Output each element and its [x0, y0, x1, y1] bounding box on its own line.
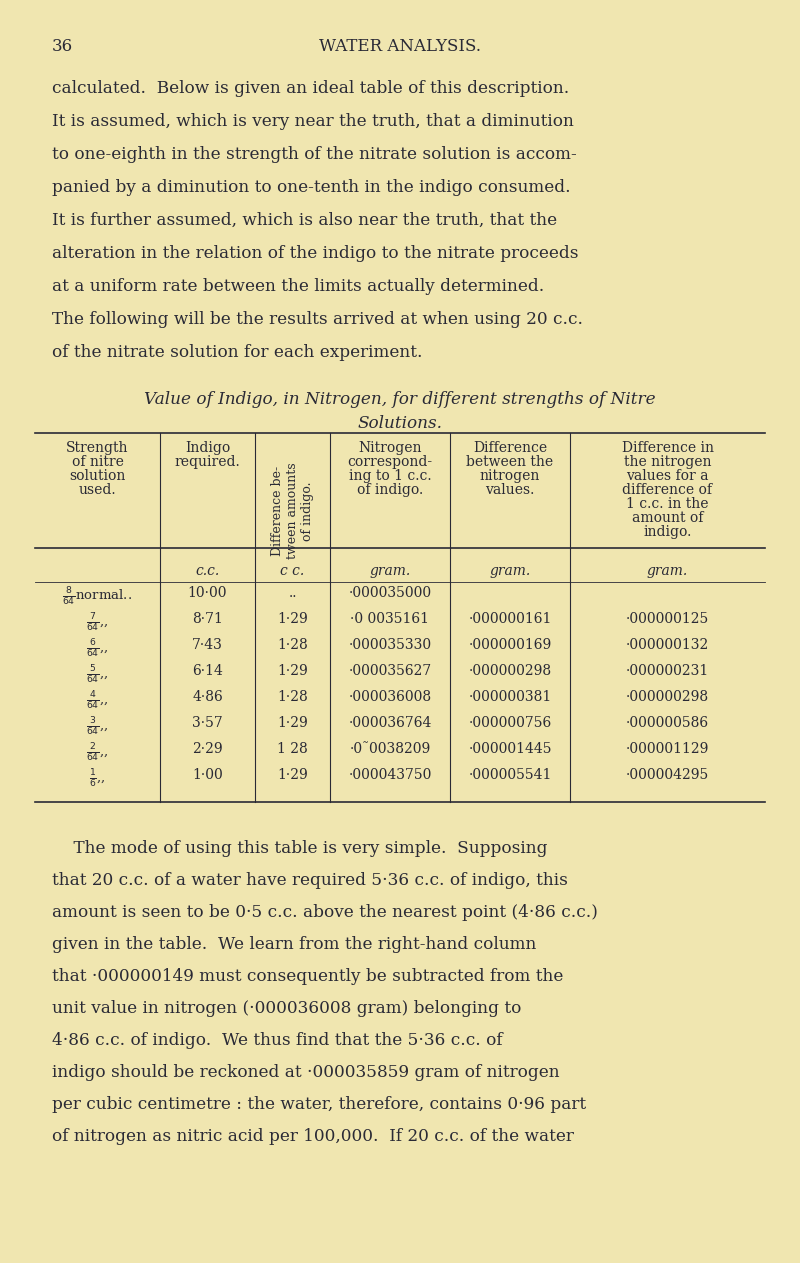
Text: 1·28: 1·28: [277, 690, 308, 703]
Text: 1 28: 1 28: [277, 741, 308, 757]
Text: $\frac{7}{64}$,,: $\frac{7}{64}$,,: [86, 613, 109, 634]
Text: ·000043750: ·000043750: [348, 768, 432, 782]
Text: amount of: amount of: [632, 512, 703, 525]
Text: used.: used.: [78, 482, 116, 498]
Text: 4·86 c.c. of indigo.  We thus find that the 5·36 c.c. of: 4·86 c.c. of indigo. We thus find that t…: [52, 1032, 502, 1050]
Text: ·000000298: ·000000298: [626, 690, 709, 703]
Text: gram.: gram.: [370, 565, 410, 578]
Text: at a uniform rate between the limits actually determined.: at a uniform rate between the limits act…: [52, 278, 544, 296]
Text: gram.: gram.: [490, 565, 530, 578]
Text: 3·57: 3·57: [192, 716, 223, 730]
Text: that 20 c.c. of a water have required 5·36 c.c. of indigo, this: that 20 c.c. of a water have required 5·…: [52, 871, 568, 889]
Text: indigo should be reckoned at ·000035859 gram of nitrogen: indigo should be reckoned at ·000035859 …: [52, 1063, 560, 1081]
Text: of the nitrate solution for each experiment.: of the nitrate solution for each experim…: [52, 344, 422, 361]
Text: ·000035000: ·000035000: [349, 586, 431, 600]
Text: that ·000000149 must consequently be subtracted from the: that ·000000149 must consequently be sub…: [52, 967, 563, 985]
Text: 1·00: 1·00: [192, 768, 223, 782]
Text: ·000036008: ·000036008: [349, 690, 431, 703]
Text: 4·86: 4·86: [192, 690, 223, 703]
Text: ·000000586: ·000000586: [626, 716, 709, 730]
Text: to one-eighth in the strength of the nitrate solution is accom-: to one-eighth in the strength of the nit…: [52, 147, 577, 163]
Text: ·000036764: ·000036764: [348, 716, 432, 730]
Text: $\frac{8}{64}$normal..: $\frac{8}{64}$normal..: [62, 586, 133, 608]
Text: 1·29: 1·29: [277, 664, 308, 678]
Text: panied by a diminution to one-tenth in the indigo consumed.: panied by a diminution to one-tenth in t…: [52, 179, 570, 196]
Text: WATER ANALYSIS.: WATER ANALYSIS.: [319, 38, 481, 56]
Text: 1 c.c. in the: 1 c.c. in the: [626, 498, 709, 512]
Text: ·0˜0038209: ·0˜0038209: [350, 741, 430, 757]
Text: the nitrogen: the nitrogen: [624, 455, 711, 469]
Text: Value of Indigo, in Nitrogen, for different strengths of Nitre: Value of Indigo, in Nitrogen, for differ…: [144, 392, 656, 408]
Text: 1·28: 1·28: [277, 638, 308, 652]
Text: calculated.  Below is given an ideal table of this description.: calculated. Below is given an ideal tabl…: [52, 80, 570, 97]
Text: $\frac{5}{64}$,,: $\frac{5}{64}$,,: [86, 664, 109, 686]
Text: Indigo: Indigo: [185, 441, 230, 455]
Text: $\frac{2}{64}$,,: $\frac{2}{64}$,,: [86, 741, 109, 764]
Text: values for a: values for a: [626, 469, 709, 482]
Text: correspond-: correspond-: [347, 455, 433, 469]
Text: ·000000132: ·000000132: [626, 638, 709, 652]
Text: ·000001445: ·000001445: [468, 741, 552, 757]
Text: ..: ..: [288, 586, 297, 600]
Text: of indigo.: of indigo.: [357, 482, 423, 498]
Text: $\frac{1}{6}$,,: $\frac{1}{6}$,,: [89, 768, 106, 791]
Text: ·000035330: ·000035330: [349, 638, 431, 652]
Text: values.: values.: [486, 482, 534, 498]
Text: 10·00: 10·00: [188, 586, 227, 600]
Text: c.c.: c.c.: [195, 565, 220, 578]
Text: ·000004295: ·000004295: [626, 768, 709, 782]
Text: ·000000169: ·000000169: [468, 638, 552, 652]
Text: 1·29: 1·29: [277, 716, 308, 730]
Text: ing to 1 c.c.: ing to 1 c.c.: [349, 469, 431, 482]
Text: gram.: gram.: [647, 565, 688, 578]
Text: 36: 36: [52, 38, 73, 56]
Text: Solutions.: Solutions.: [358, 416, 442, 432]
Text: ·000000381: ·000000381: [468, 690, 552, 703]
Text: solution: solution: [70, 469, 126, 482]
Text: amount is seen to be 0·5 c.c. above the nearest point (4·86 c.c.): amount is seen to be 0·5 c.c. above the …: [52, 904, 598, 921]
Text: ·000035627: ·000035627: [348, 664, 432, 678]
Text: Nitrogen: Nitrogen: [358, 441, 422, 455]
Text: unit value in nitrogen (·000036008 gram) belonging to: unit value in nitrogen (·000036008 gram)…: [52, 1000, 522, 1017]
Text: ·000005541: ·000005541: [468, 768, 552, 782]
Text: $\frac{4}{64}$,,: $\frac{4}{64}$,,: [86, 690, 109, 712]
Text: ·000000756: ·000000756: [468, 716, 552, 730]
Text: of nitrogen as nitric acid per 100,000.  If 20 c.c. of the water: of nitrogen as nitric acid per 100,000. …: [52, 1128, 574, 1146]
Text: 2·29: 2·29: [192, 741, 223, 757]
Text: 8·71: 8·71: [192, 613, 223, 626]
Text: difference of: difference of: [622, 482, 713, 498]
Text: per cubic centimetre : the water, therefore, contains 0·96 part: per cubic centimetre : the water, theref…: [52, 1096, 586, 1113]
Text: given in the table.  We learn from the right-hand column: given in the table. We learn from the ri…: [52, 936, 536, 954]
Text: ·0 0035161: ·0 0035161: [350, 613, 430, 626]
Text: 6·14: 6·14: [192, 664, 223, 678]
Text: Difference: Difference: [473, 441, 547, 455]
Text: Difference be-
tween amounts
of indigo.: Difference be- tween amounts of indigo.: [271, 462, 314, 560]
Text: nitrogen: nitrogen: [480, 469, 540, 482]
Text: between the: between the: [466, 455, 554, 469]
Text: 1·29: 1·29: [277, 768, 308, 782]
Text: 7·43: 7·43: [192, 638, 223, 652]
Text: $\frac{3}{64}$,,: $\frac{3}{64}$,,: [86, 716, 109, 738]
Text: $\frac{6}{64}$,,: $\frac{6}{64}$,,: [86, 638, 109, 661]
Text: Difference in: Difference in: [622, 441, 714, 455]
Text: required.: required.: [174, 455, 240, 469]
Text: of nitre: of nitre: [71, 455, 123, 469]
Text: The mode of using this table is very simple.  Supposing: The mode of using this table is very sim…: [52, 840, 547, 858]
Text: 1·29: 1·29: [277, 613, 308, 626]
Text: ·000001129: ·000001129: [626, 741, 709, 757]
Text: It is further assumed, which is also near the truth, that the: It is further assumed, which is also nea…: [52, 212, 557, 229]
Text: ·000000231: ·000000231: [626, 664, 709, 678]
Text: It is assumed, which is very near the truth, that a diminution: It is assumed, which is very near the tr…: [52, 112, 574, 130]
Text: indigo.: indigo.: [643, 525, 692, 539]
Text: ·000000298: ·000000298: [469, 664, 551, 678]
Text: The following will be the results arrived at when using 20 c.c.: The following will be the results arrive…: [52, 311, 583, 328]
Text: ·000000125: ·000000125: [626, 613, 709, 626]
Text: c c.: c c.: [280, 565, 305, 578]
Text: alteration in the relation of the indigo to the nitrate proceeds: alteration in the relation of the indigo…: [52, 245, 578, 261]
Text: ·000000161: ·000000161: [468, 613, 552, 626]
Text: Strength: Strength: [66, 441, 129, 455]
